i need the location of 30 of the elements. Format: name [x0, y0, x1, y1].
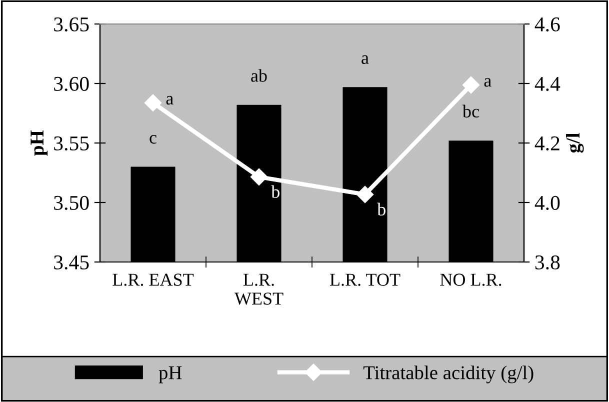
point — [250, 168, 268, 186]
x-tick-label: NO L.R. — [440, 274, 502, 286]
x-tick-label: L.R. WEST — [234, 274, 284, 305]
y2-tick-label: 4.4 — [534, 77, 560, 92]
y2-tick-label: 4.0 — [534, 196, 560, 210]
y2-axis-title: g/l — [566, 133, 584, 153]
x-tick-label: L.R. EAST — [112, 274, 194, 286]
point — [356, 186, 374, 204]
y-tick-label: 3.55 — [54, 136, 89, 151]
y-tick-label: 3.65 — [54, 17, 89, 32]
point — [462, 76, 480, 94]
point — [144, 94, 162, 112]
y-tick-label: 3.45 — [54, 255, 89, 270]
y-axis-title: pH — [30, 130, 48, 156]
data-label: a — [362, 55, 369, 64]
data-label: bc — [462, 104, 479, 118]
x-tick-label: L.R. TOT — [330, 274, 400, 286]
legend-label: Titratable acidity (g/l) — [363, 366, 534, 384]
y2-tick-label: 4.6 — [534, 17, 560, 32]
data-label: b — [271, 185, 280, 198]
y2-tick-label: 4.2 — [534, 136, 560, 151]
y2-tick-label: 3.8 — [535, 255, 560, 270]
y-tick-label: 3.60 — [54, 76, 89, 92]
legend-label: pH — [158, 366, 182, 384]
data-label: a — [166, 96, 174, 105]
data-label: c — [150, 135, 156, 144]
data-label: b — [377, 202, 386, 216]
data-label: a — [484, 78, 492, 87]
y-tick-label: 3.50 — [54, 196, 89, 210]
data-label: ab — [251, 69, 267, 82]
